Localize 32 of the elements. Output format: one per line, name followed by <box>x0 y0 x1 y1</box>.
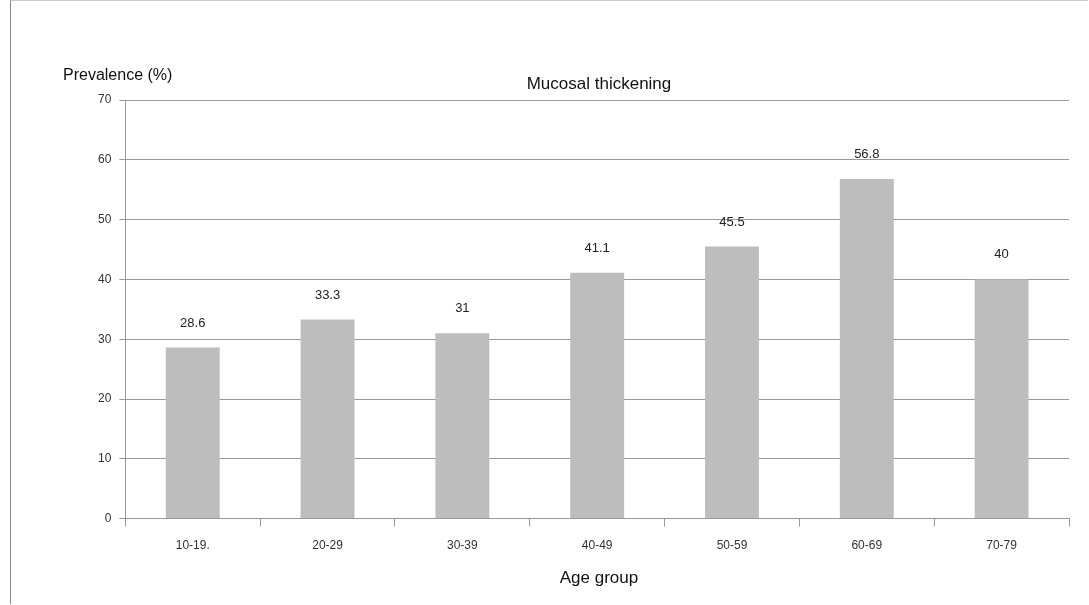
bar <box>705 246 759 519</box>
x-axis-title: Age group <box>558 568 640 588</box>
bar <box>165 347 220 519</box>
y-tick-label: 20 <box>97 391 112 406</box>
y-tick-label: 60 <box>97 152 112 167</box>
y-tick-label: 10 <box>97 451 112 466</box>
chart-title: Mucosal thickening <box>526 74 672 93</box>
data-label: 28.6 <box>180 314 206 330</box>
data-label: 40 <box>994 246 1009 262</box>
bar <box>570 272 625 519</box>
data-label: 31 <box>455 300 470 316</box>
x-tick-label: 10-19. <box>175 538 210 553</box>
bar <box>300 319 355 519</box>
data-label: 41.1 <box>584 239 610 255</box>
x-tick-label: 40-49 <box>581 538 613 553</box>
data-label: 56.8 <box>854 146 880 162</box>
x-tick-label: 60-69 <box>851 538 883 553</box>
y-tick-label: 50 <box>97 211 112 226</box>
y-tick-label: 40 <box>97 271 112 286</box>
y-tick-label: 30 <box>97 331 112 346</box>
bar <box>974 279 1029 519</box>
x-tick-label: 20-29 <box>312 538 344 553</box>
y-tick-label: 70 <box>97 92 112 107</box>
bar <box>435 333 490 519</box>
data-label: 33.3 <box>314 286 341 302</box>
data-label: 45.5 <box>719 213 745 229</box>
y-tick-label: 0 <box>104 510 112 525</box>
bar <box>839 178 894 519</box>
y-axis-title: Prevalence (%) <box>63 66 173 84</box>
x-tick-label: 30-39 <box>447 538 479 553</box>
x-tick-label: 70-79 <box>986 538 1018 553</box>
x-tick-label: 50-59 <box>716 538 748 553</box>
